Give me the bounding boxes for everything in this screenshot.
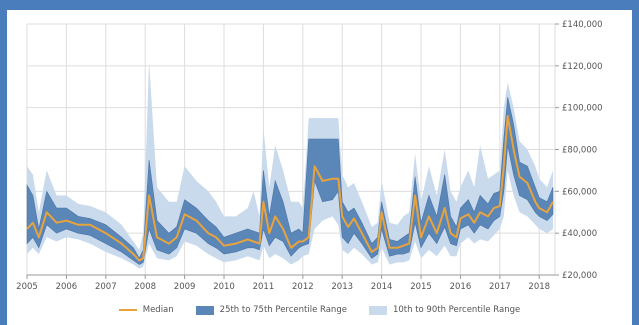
x-tick-label: 2011 [253, 282, 275, 292]
y-tick-label: £60,000 [562, 187, 597, 197]
iqr-swatch [195, 305, 214, 315]
legend-label-outer: 10th to 90th Percentile Range [392, 305, 521, 315]
x-axis-ticks: 2005 2006 2007 2008 2009 2010 2011 2012 2013 2014… [16, 274, 555, 292]
x-tick-label: 2005 [16, 282, 38, 292]
y-tick-label: £80,000 [562, 146, 597, 156]
y-tick-label: £20,000 [562, 271, 597, 281]
legend-item-median: Median [118, 305, 174, 315]
legend-label-iqr: 25th to 75th Percentile Range [219, 305, 347, 315]
median-swatch [118, 309, 137, 311]
y-tick-label: £140,000 [562, 20, 603, 30]
x-tick-label: 2012 [292, 282, 314, 292]
y-axis-ticks: £20,000 £40,000 £60,000 £80,000 £100,000 £120… [555, 20, 603, 281]
x-tick-label: 2016 [450, 282, 472, 292]
x-tick-label: 2006 [56, 282, 78, 292]
median-line [26, 115, 554, 262]
y-tick-label: £100,000 [562, 104, 603, 114]
y-tick-label: £40,000 [562, 229, 597, 239]
x-tick-label: 2017 [489, 282, 511, 292]
x-tick-label: 2013 [331, 282, 353, 292]
x-tick-label: 2009 [174, 282, 196, 292]
x-tick-label: 2014 [371, 282, 393, 292]
band-10th-90th-percentile [27, 61, 553, 269]
x-tick-label: 2007 [95, 282, 117, 292]
legend: Median 25th to 75th Percentile Range 10t… [7, 300, 632, 320]
legend-item-iqr: 25th to 75th Percentile Range [195, 305, 347, 315]
x-tick-label: 2008 [134, 282, 156, 292]
chart-frame: £20,000 £40,000 £60,000 £80,000 £100,000 £120… [7, 10, 632, 325]
legend-label-median: Median [142, 305, 174, 315]
legend-item-outer: 10th to 90th Percentile Range [368, 305, 521, 315]
y-tick-label: £120,000 [562, 62, 603, 72]
x-tick-label: 2015 [410, 282, 432, 292]
band-25th-75th-percentile [26, 97, 554, 265]
x-tick-label: 2010 [213, 282, 235, 292]
outer-swatch [368, 305, 387, 315]
x-tick-label: 2018 [528, 282, 550, 292]
percentile-chart: £20,000 £40,000 £60,000 £80,000 £100,000 £120… [16, 20, 603, 292]
